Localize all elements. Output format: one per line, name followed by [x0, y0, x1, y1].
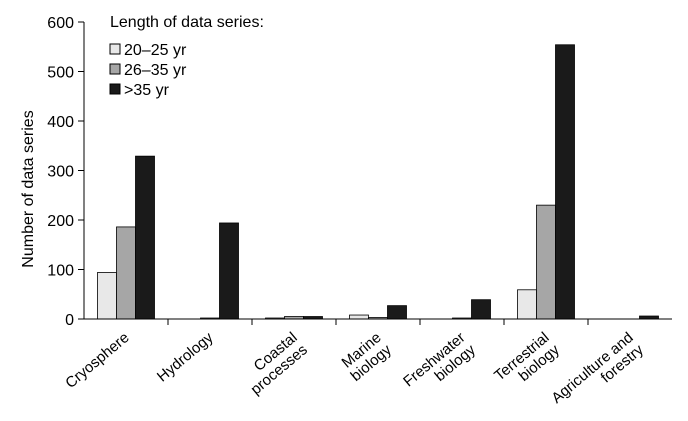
- bar: [555, 44, 575, 320]
- bar: [97, 272, 117, 320]
- legend-swatch: [109, 83, 121, 95]
- x-tick-label: Cryosphere: [62, 329, 132, 392]
- x-tick-label: Coastalprocesses: [237, 329, 311, 398]
- x-tick-label: Terrestrialbiology: [491, 329, 563, 397]
- bar: [116, 226, 136, 320]
- bars: [97, 44, 659, 320]
- bar: [517, 289, 537, 320]
- x-tick-label-line: Hydrology: [154, 329, 217, 386]
- legend-label: 20–25 yr: [124, 42, 187, 59]
- legend-swatch: [109, 63, 121, 75]
- x-tick-label: Hydrology: [154, 329, 217, 386]
- y-tick-label: 100: [47, 263, 74, 280]
- y-tick-label: 200: [47, 213, 74, 230]
- legend-swatch: [109, 43, 121, 55]
- bar: [471, 299, 491, 320]
- bar: [349, 314, 369, 320]
- y-axis-title: Number of data series: [20, 110, 37, 267]
- y-axis: 0 100 200 300 400 500 600: [47, 15, 85, 329]
- y-tick-label: 300: [47, 164, 74, 181]
- x-tick-label: Agriculture andforestry: [548, 329, 647, 419]
- legend-title: Length of data series:: [110, 14, 264, 31]
- legend-label: >35 yr: [124, 82, 170, 99]
- legend: Length of data series: 20–25 yr 26–35 yr >…: [109, 14, 264, 99]
- x-tick-label-line: Cryosphere: [62, 329, 132, 392]
- legend-label: 26–35 yr: [124, 62, 187, 79]
- bar: [387, 305, 407, 320]
- x-tick-label: Freshwaterbiology: [400, 329, 479, 403]
- y-tick-label: 0: [65, 312, 74, 329]
- bar: [135, 155, 155, 320]
- x-axis: Cryosphere Hydrology Coastalprocesses Marin…: [62, 318, 672, 419]
- bar: [219, 222, 239, 320]
- x-tick-label: Marinebiology: [337, 329, 395, 385]
- y-tick-label: 500: [47, 65, 74, 82]
- y-tick-label: 400: [47, 114, 74, 131]
- y-tick-label: 600: [47, 15, 74, 32]
- bar: [536, 204, 556, 320]
